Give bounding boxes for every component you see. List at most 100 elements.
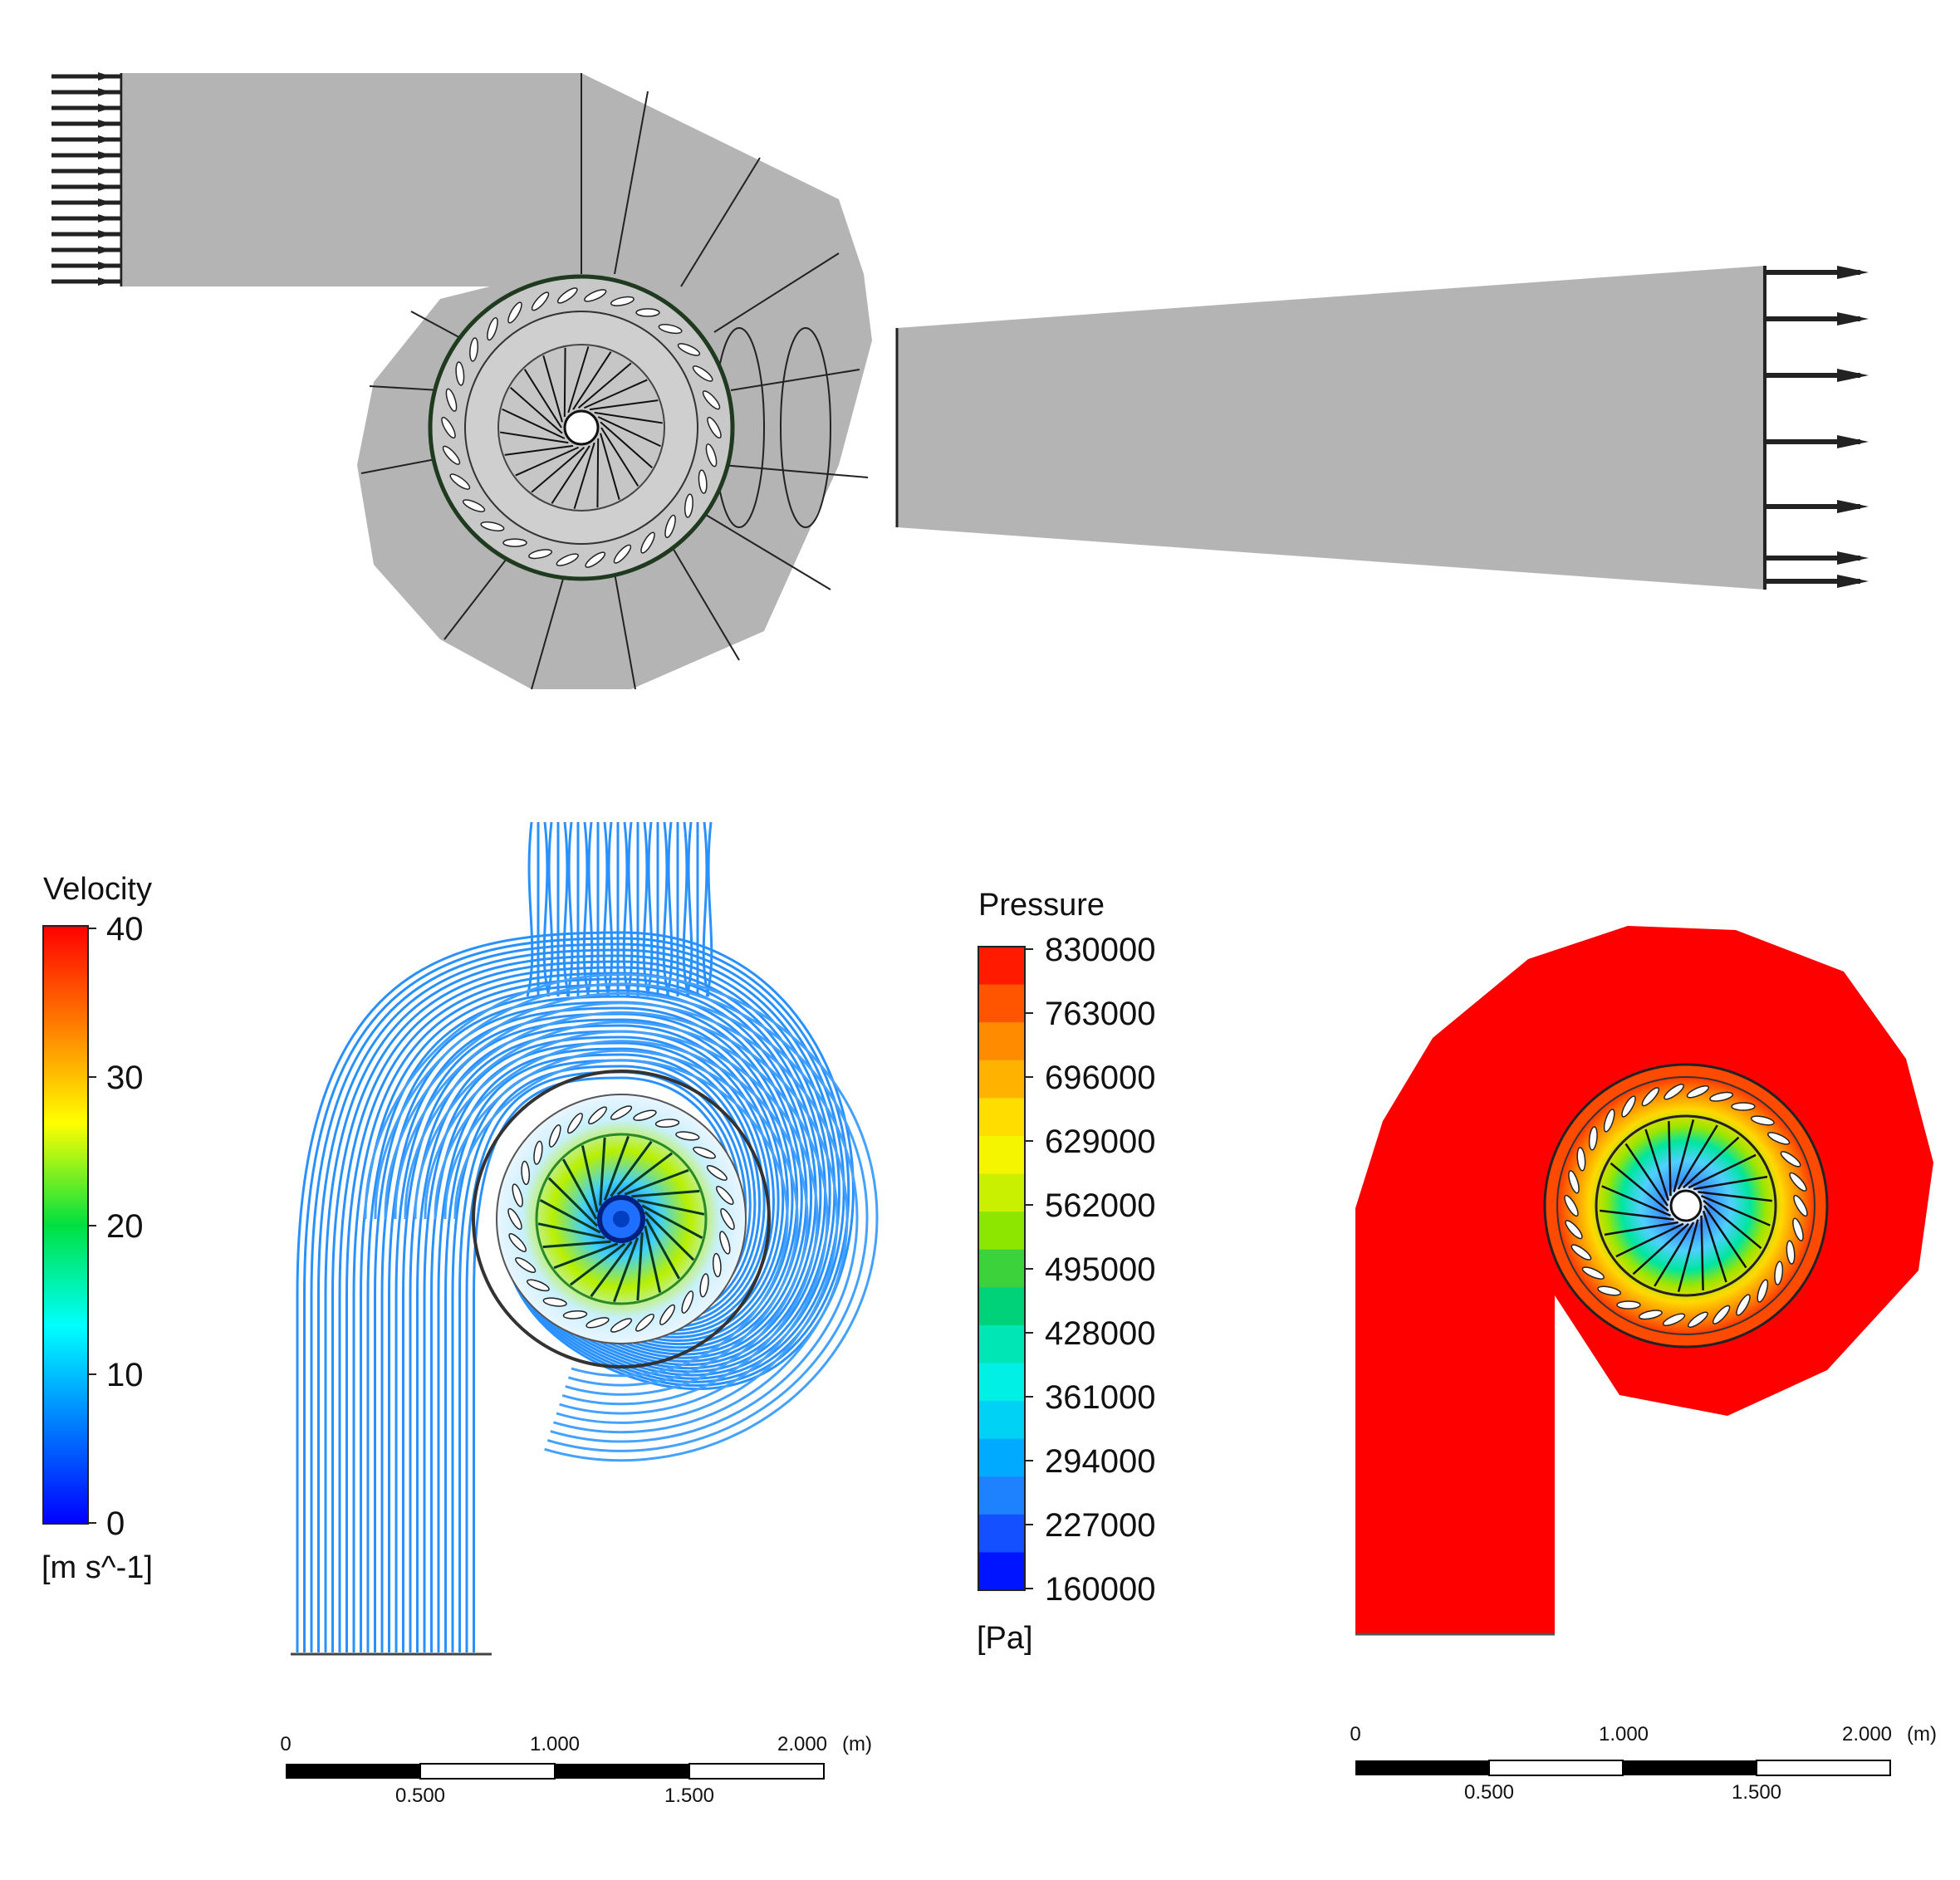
- impeller-blade: [542, 1240, 611, 1249]
- guide-vane: [508, 1233, 527, 1252]
- impeller-blade: [1702, 1210, 1727, 1283]
- impeller-blade: [1624, 1143, 1669, 1207]
- guide-vane: [702, 390, 721, 410]
- impeller-blade: [590, 1241, 633, 1298]
- guide-vane: [684, 493, 693, 518]
- scale-left-unit: (m): [842, 1733, 872, 1755]
- guide-vane: [1709, 1091, 1734, 1102]
- scale-right-label-1000: 1.000: [1599, 1723, 1649, 1745]
- inlet-arrowhead: [98, 183, 111, 191]
- impeller-blade: [613, 1237, 639, 1303]
- impeller-blade: [573, 442, 595, 509]
- impeller-blade: [594, 411, 663, 424]
- impeller-blade: [1600, 1209, 1674, 1221]
- inlet-arrows: [51, 72, 123, 286]
- pressure-band: [978, 1287, 1025, 1326]
- guide-vane: [707, 416, 722, 439]
- guide-vane: [1750, 1115, 1775, 1126]
- outlet-arrowhead: [1837, 266, 1869, 279]
- guide-vane: [588, 1106, 607, 1125]
- pressure-tick-label: 294000: [1045, 1443, 1155, 1480]
- guide-vane: [507, 1207, 522, 1231]
- pressure-band: [978, 1552, 1025, 1591]
- guide-vane: [1570, 1244, 1592, 1261]
- impeller-blade: [1698, 1191, 1772, 1202]
- impeller-blade: [1677, 1124, 1718, 1190]
- guide-vane: [556, 287, 578, 304]
- impeller-blade: [1604, 1221, 1679, 1236]
- guide-vane: [1786, 1240, 1796, 1265]
- guide-vane: [1638, 1310, 1663, 1320]
- guide-vane: [1774, 1261, 1784, 1285]
- guide-vane: [449, 473, 471, 490]
- guide-vane: [1564, 1194, 1579, 1217]
- scale-left-label-0: 0: [280, 1733, 291, 1755]
- guide-vane: [1793, 1194, 1808, 1217]
- impeller-blade: [1700, 1215, 1704, 1290]
- inlet-arrowhead: [98, 167, 111, 175]
- impeller-blade: [597, 416, 661, 448]
- impeller-blade: [1668, 1121, 1672, 1197]
- pressure-band: [978, 1060, 1025, 1099]
- impeller-blade: [584, 379, 648, 409]
- impeller-blade: [537, 1222, 605, 1240]
- velocity-panel: Velocity 40 30 20 10 0 [m s^-1]: [42, 821, 879, 1656]
- streamline: [414, 1021, 829, 1415]
- impeller-blade: [504, 444, 574, 456]
- scale-left-label-2000: 2.000: [777, 1733, 827, 1755]
- streamline: [296, 931, 855, 1652]
- pressure-legend-title: Pressure: [978, 888, 1105, 923]
- impeller-blade: [531, 446, 586, 493]
- guide-vane: [610, 1105, 633, 1120]
- impeller-blade: [1673, 1119, 1695, 1192]
- inlet-arrowhead: [98, 230, 111, 238]
- streamline: [404, 1011, 839, 1424]
- outlet-arrowhead: [1837, 551, 1869, 565]
- scale-bar-left: 0 1.000 2.000 (m) 0.500 1.500: [280, 1733, 872, 1807]
- guide-vane: [677, 343, 701, 356]
- scale-right-label-0: 0: [1350, 1723, 1360, 1745]
- guide-vane: [566, 1113, 583, 1134]
- guide-vane: [507, 301, 522, 324]
- guide-vane: [693, 1146, 716, 1159]
- inlet-arrowhead: [98, 198, 111, 207]
- impeller-blade: [1677, 1219, 1699, 1292]
- scale-left-label-1500: 1.500: [664, 1785, 714, 1807]
- guide-vane: [487, 316, 498, 341]
- guide-vane: [610, 296, 635, 306]
- outlet-arrowhead: [1837, 369, 1869, 382]
- impeller-blade: [547, 1177, 599, 1227]
- pressure-band: [978, 1401, 1025, 1440]
- impeller-blade: [539, 1198, 601, 1234]
- inlet-arrowhead: [98, 120, 111, 128]
- guide-vane: [441, 416, 456, 439]
- pressure-legend-unit: [Pa]: [977, 1621, 1033, 1656]
- impeller-blade: [1703, 1199, 1762, 1250]
- pressure-band: [978, 1363, 1025, 1402]
- outlet-arrowhead: [1837, 500, 1869, 513]
- impeller-blade: [1683, 1136, 1740, 1189]
- impeller-blade: [1615, 1222, 1684, 1258]
- guide-vane: [613, 544, 632, 564]
- impeller-blade: [637, 1198, 705, 1216]
- streamline: [645, 821, 654, 997]
- streamline: [642, 821, 650, 997]
- streamline: [374, 982, 869, 1452]
- impeller-blade: [1610, 1162, 1669, 1212]
- impeller-blade: [610, 1140, 653, 1197]
- pressure-tick-label: 227000: [1045, 1507, 1155, 1544]
- guide-vane: [659, 1304, 676, 1325]
- guide-vane: [658, 324, 683, 335]
- streamline: [562, 821, 571, 997]
- pressure-band: [978, 1438, 1025, 1477]
- guide-vane: [1712, 1305, 1731, 1324]
- velocity-legend-unit: [m s^-1]: [42, 1550, 153, 1585]
- inlet-arrowhead: [98, 151, 111, 159]
- guide-vane: [542, 1297, 567, 1307]
- impeller-blade: [551, 445, 590, 504]
- inlet-arrowhead: [98, 246, 111, 254]
- guide-vane: [610, 1318, 633, 1333]
- streamline: [443, 1049, 799, 1387]
- impeller-blade: [567, 346, 590, 414]
- impeller-blade: [1703, 1205, 1747, 1269]
